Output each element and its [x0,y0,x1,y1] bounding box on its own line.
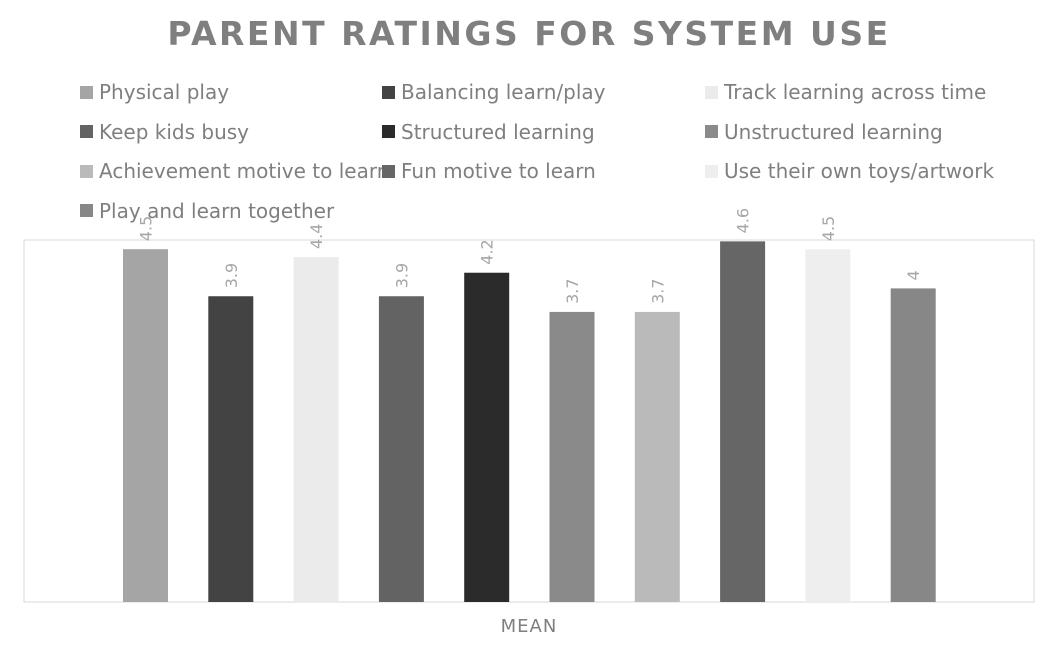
bar [123,249,168,602]
legend-item: Structured learning [382,118,595,146]
legend-label: Play and learn together [99,198,335,223]
data-label: 4 [904,270,923,280]
chart-title: PARENT RATINGS FOR SYSTEM USE [167,14,891,53]
legend-item: Use their own toys/artwork [705,157,994,185]
legend-label: Balancing learn/play [401,80,606,104]
data-label: 3.9 [392,263,411,288]
legend-item: Balancing learn/play [382,78,606,106]
legend-label: Achievement motive to learn [99,159,390,183]
legend-item: Physical play [80,78,229,106]
plot-area [23,239,1035,603]
legend-label: Use their own toys/artwork [724,159,995,183]
legend-swatch [705,164,718,178]
legend-item: Fun motive to learn [382,157,596,185]
legend-label: Structured learning [401,119,595,144]
legend-item: Achievement motive to learn [80,157,389,185]
data-label: 4.6 [734,208,753,233]
bar [890,288,936,602]
legend-label: Keep kids busy [99,119,250,144]
legend-item: Track learning across time [705,78,986,106]
legend-swatch [80,125,93,138]
bar [378,296,424,602]
bar [634,311,680,602]
x-axis-label: MEAN [500,616,558,637]
bar [805,249,851,602]
data-label: 4.5 [819,216,838,241]
bar [208,296,254,602]
data-label: 4.4 [307,224,326,249]
data-label: 4.2 [478,239,497,264]
legend-item: Play and learn together [80,197,334,225]
bar [720,241,766,603]
legend-swatch [80,85,93,99]
legend-swatch [382,85,395,99]
legend-swatch [80,204,93,217]
legend-label: Physical play [99,80,230,104]
legend-item: Unstructured learning [705,118,943,146]
legend-label: Unstructured learning [724,119,943,144]
data-label: 3.7 [563,278,582,303]
bar [549,311,595,602]
legend-item: Keep kids busy [80,118,249,146]
legend-swatch [382,125,395,138]
legend-label: Fun motive to learn [401,159,596,183]
data-label: 3.7 [648,278,667,303]
bar [293,257,339,602]
legend-label: Track learning across time [724,80,987,104]
data-label: 4.5 [137,216,156,241]
data-label: 3.9 [222,263,241,288]
legend-swatch [705,125,718,138]
legend-swatch [382,164,395,178]
legend-swatch [705,85,718,99]
bar [464,272,510,602]
legend-swatch [80,164,93,178]
